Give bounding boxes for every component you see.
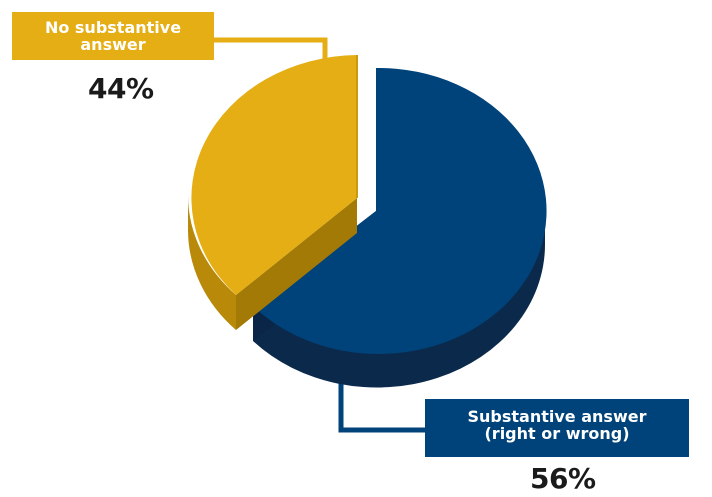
pie-slice-no-substantive-top [191, 55, 357, 295]
pct-substantive-answer: 56% [530, 462, 596, 495]
label-substantive-answer: Substantive answer (right or wrong) [425, 399, 689, 457]
label-substantive-line-2: (right or wrong) [484, 424, 630, 443]
pct-no-substantive-answer: 44% [88, 72, 154, 105]
pie-slice-substantive-top [253, 67, 547, 354]
leader-line-substantive [338, 378, 425, 433]
pie-slice-no-substantive-side [188, 196, 236, 330]
label-substantive-line-1: Substantive answer [467, 407, 647, 426]
pie-slice-no-substantive-wall [236, 198, 357, 330]
label-no-substantive-answer: No substantive answer [12, 12, 214, 60]
label-no-substantive-line-1: No substantive [44, 18, 182, 37]
pie-slice-substantive [253, 67, 547, 388]
label-no-substantive-line-2: answer [80, 35, 146, 54]
pie-slice-no-substantive [188, 55, 358, 330]
pie-slice-substantive-side [253, 210, 545, 388]
